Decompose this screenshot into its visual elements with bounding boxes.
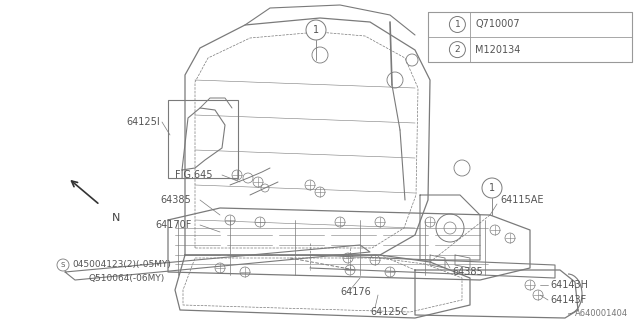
Text: M120134: M120134 (476, 44, 521, 55)
Text: 1: 1 (489, 183, 495, 193)
Circle shape (482, 178, 502, 198)
Text: 64125I: 64125I (126, 117, 160, 127)
Text: 64143F: 64143F (550, 295, 586, 305)
Text: 64143H: 64143H (550, 280, 588, 290)
Text: Q510064(-06MY): Q510064(-06MY) (88, 274, 164, 283)
Text: 64170F: 64170F (155, 220, 191, 230)
Text: 2: 2 (454, 45, 460, 54)
Text: 1: 1 (454, 20, 460, 29)
Text: 64385: 64385 (452, 267, 483, 277)
Text: 64125C: 64125C (370, 307, 408, 317)
Text: 64176: 64176 (340, 287, 371, 297)
Text: S: S (61, 262, 65, 268)
Text: N: N (112, 213, 120, 223)
Text: 1: 1 (313, 25, 319, 35)
Text: 64385: 64385 (160, 195, 191, 205)
Text: 64115AE: 64115AE (500, 195, 543, 205)
Text: Q710007: Q710007 (476, 20, 520, 29)
Circle shape (449, 42, 465, 58)
Text: A640001404: A640001404 (575, 308, 628, 317)
Circle shape (306, 20, 326, 40)
Circle shape (449, 17, 465, 33)
Text: 045004123(2)(-05MY): 045004123(2)(-05MY) (72, 260, 171, 269)
Text: FIG.645: FIG.645 (175, 170, 212, 180)
Bar (168, 100, 238, 178)
